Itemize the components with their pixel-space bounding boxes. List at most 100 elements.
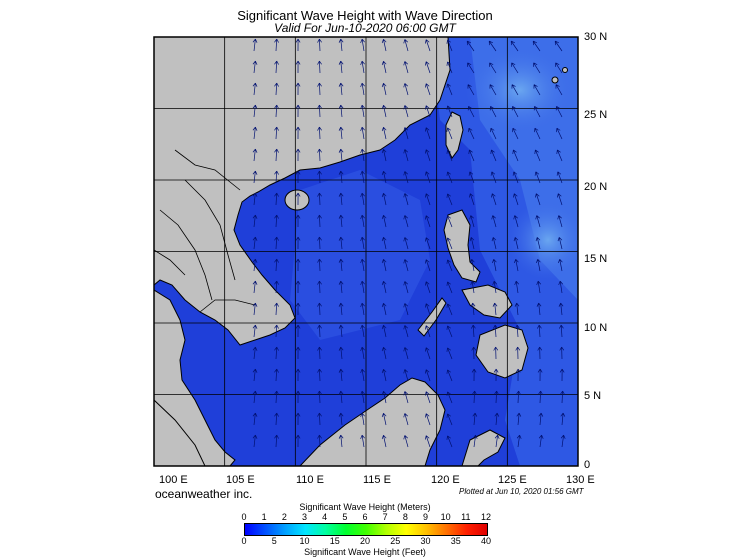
wave-arrow xyxy=(381,237,387,250)
wave-arrow xyxy=(295,104,301,118)
wave-arrow xyxy=(493,324,498,338)
wave-arrow xyxy=(338,104,344,118)
wave-arrow xyxy=(317,302,322,316)
wave-arrow xyxy=(360,324,365,338)
wave-arrow xyxy=(403,369,409,382)
wave-arrow xyxy=(492,280,498,294)
map-title: Significant Wave Height with Wave Direct… xyxy=(237,8,493,23)
mindanao-island xyxy=(475,324,529,379)
wave-arrow xyxy=(560,434,566,448)
borneo-island xyxy=(299,377,446,466)
colorbar-meter-tick: 9 xyxy=(422,512,428,522)
wave-arrow xyxy=(471,324,476,338)
wave-arrow xyxy=(494,412,500,426)
wave-arrow xyxy=(317,126,322,140)
wave-arrow xyxy=(252,148,258,162)
colorbar-feet-tick: 40 xyxy=(480,536,491,546)
wave-arrow xyxy=(424,303,431,316)
longitude-label: 115 E xyxy=(363,474,391,486)
wave-arrow xyxy=(274,434,279,448)
wave-arrow xyxy=(514,302,520,316)
wave-arrow xyxy=(424,435,431,448)
wave-arrow xyxy=(252,302,258,316)
wave-arrow xyxy=(338,412,344,426)
wave-arrow xyxy=(274,126,279,140)
wave-arrow xyxy=(424,413,431,426)
wave-arrow xyxy=(252,324,258,338)
wave-arrow xyxy=(403,347,409,360)
wave-arrow xyxy=(538,412,544,426)
wave-arrow xyxy=(381,193,387,206)
wave-arrow xyxy=(338,236,344,250)
wave-arrow xyxy=(360,126,365,140)
wave-arrow xyxy=(446,281,453,294)
wave-arrow xyxy=(338,434,344,448)
colorbar-meter-tick: 12 xyxy=(480,512,491,522)
wave-arrow xyxy=(467,106,475,118)
wave-arrow xyxy=(558,280,564,294)
wave-arrow xyxy=(471,368,477,382)
wave-arrow xyxy=(537,324,542,338)
wave-arrow xyxy=(446,39,453,52)
wave-arrow xyxy=(381,325,387,338)
wave-arrow xyxy=(489,106,497,118)
wave-arrow xyxy=(424,369,431,382)
wave-arrow xyxy=(274,104,279,118)
wave-arrow xyxy=(424,127,431,140)
wave-arrow xyxy=(338,82,344,96)
wave-arrow xyxy=(403,325,409,338)
wave-arrow xyxy=(252,126,258,140)
wave-arrow xyxy=(515,346,521,360)
wave-arrow xyxy=(536,280,542,294)
colorbar-feet-tick: 15 xyxy=(329,536,340,546)
wave-arrow xyxy=(403,435,409,448)
wave-arrow xyxy=(252,38,258,52)
colorbar-meter-tick: 6 xyxy=(362,512,368,522)
wave-arrow xyxy=(274,38,279,52)
wave-arrow xyxy=(490,127,497,140)
wave-arrow xyxy=(295,170,301,184)
wave-arrow xyxy=(494,390,499,404)
wave-arrow xyxy=(424,259,431,272)
wave-arrow xyxy=(556,171,563,184)
sulawesi-island xyxy=(461,429,506,466)
wave-arrow xyxy=(560,390,565,404)
wave-arrow xyxy=(446,259,453,272)
wave-arrow xyxy=(360,38,365,52)
wave-arrow xyxy=(295,302,301,316)
wave-arrow xyxy=(533,106,541,118)
wave-arrow xyxy=(560,412,566,426)
wave-arrow xyxy=(295,148,301,162)
wave-hotspot-north xyxy=(465,45,575,135)
wave-arrow xyxy=(424,193,431,206)
longitude-label: 120 E xyxy=(431,474,460,486)
wave-arrow xyxy=(535,193,541,206)
wave-arrow xyxy=(533,84,541,96)
wave-arrow xyxy=(470,280,476,294)
wave-arrow xyxy=(494,434,500,448)
wave-arrow xyxy=(538,434,544,448)
wave-arrow xyxy=(469,237,475,250)
wave-arrow xyxy=(424,237,431,250)
colorbar-meter-tick: 0 xyxy=(241,512,247,522)
map-frame xyxy=(153,36,579,467)
latitude-label: 15 N xyxy=(584,253,608,265)
wave-arrow xyxy=(470,302,476,316)
colorbar-title-meters: Significant Wave Height (Meters) xyxy=(299,502,431,512)
wave-arrow xyxy=(468,171,475,184)
wave-arrow xyxy=(252,368,258,382)
wave-arrow xyxy=(446,83,453,96)
wave-arrow xyxy=(295,368,301,382)
wave-arrow xyxy=(274,346,279,360)
wave-arrow xyxy=(317,38,322,52)
wave-arrow xyxy=(295,434,301,448)
wave-arrow xyxy=(338,192,344,206)
map-subtitle: Valid For Jun-10-2020 06:00 GMT xyxy=(274,21,456,35)
wave-arrow xyxy=(360,170,365,184)
wave-arrow xyxy=(317,412,322,426)
wave-arrow xyxy=(338,346,344,360)
wave-arrow xyxy=(381,259,387,272)
wave-arrow xyxy=(360,346,365,360)
wave-arrow xyxy=(512,127,519,140)
wave-arrow xyxy=(557,215,563,228)
